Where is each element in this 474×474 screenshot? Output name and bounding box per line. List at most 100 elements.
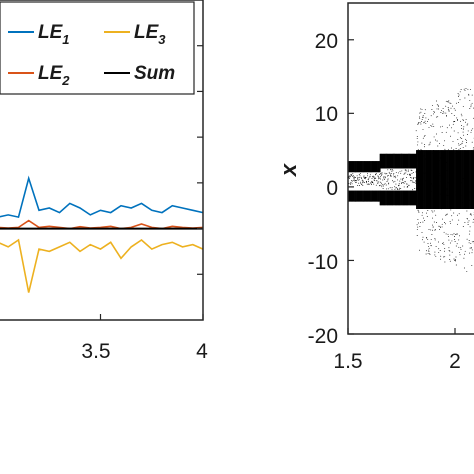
scatter-point xyxy=(349,182,351,184)
scatter-point xyxy=(453,212,455,214)
scatter-point xyxy=(471,102,473,104)
scatter-point xyxy=(352,175,354,177)
legend-le2-base: LE xyxy=(38,63,64,84)
scatter-point xyxy=(428,249,430,251)
scatter-point xyxy=(451,176,453,178)
scatter-point xyxy=(401,181,403,183)
scatter-point xyxy=(397,175,399,177)
scatter-point xyxy=(422,236,424,238)
scatter-point xyxy=(458,188,460,190)
scatter-point xyxy=(368,183,370,185)
scatter-point xyxy=(465,118,467,120)
scatter-point xyxy=(372,176,374,178)
scatter-point xyxy=(438,251,440,253)
scatter-point xyxy=(366,182,368,184)
scatter-point xyxy=(425,250,427,252)
scatter-point xyxy=(428,229,430,230)
scatter-point xyxy=(362,180,364,182)
scatter-point xyxy=(400,172,402,174)
scatter-point xyxy=(358,182,360,184)
scatter-point xyxy=(412,189,414,191)
scatter-point xyxy=(387,174,389,176)
scatter-point xyxy=(418,165,419,167)
scatter-point xyxy=(394,175,396,177)
scatter-point xyxy=(455,102,457,104)
scatter-point xyxy=(454,236,455,237)
scatter-point xyxy=(443,231,445,233)
scatter-point xyxy=(461,125,463,127)
scatter-point xyxy=(467,88,469,90)
scatter-point xyxy=(421,212,423,214)
scatter-point xyxy=(451,215,453,217)
legend-item-sum: Sum xyxy=(104,63,175,84)
scatter-point xyxy=(445,223,447,225)
scatter-point xyxy=(381,182,382,184)
scatter-point xyxy=(434,251,436,253)
scatter-point xyxy=(382,185,384,187)
scatter-point xyxy=(470,204,472,206)
series-line-le1 xyxy=(0,175,204,219)
scatter-point xyxy=(385,173,387,175)
scatter-point xyxy=(362,181,364,183)
scatter-point xyxy=(436,140,438,142)
right-x-tick-label-2: 2 xyxy=(449,350,461,373)
scatter-point xyxy=(372,181,374,183)
scatter-point xyxy=(449,259,451,261)
scatter-point xyxy=(395,183,397,185)
scatter-point xyxy=(454,109,456,111)
scatter-point xyxy=(467,221,469,223)
scatter-point xyxy=(432,224,434,226)
scatter-point xyxy=(376,180,378,182)
scatter-point xyxy=(417,219,419,221)
scatter-point xyxy=(382,179,384,181)
scatter-point xyxy=(428,144,430,146)
scatter-point xyxy=(411,179,413,181)
scatter-point xyxy=(437,116,439,118)
scatter-point xyxy=(458,251,460,253)
scatter-point xyxy=(411,170,413,171)
right-tick-marks xyxy=(347,39,456,335)
scatter-point xyxy=(428,176,430,178)
scatter-point xyxy=(372,176,374,178)
scatter-point xyxy=(449,221,451,223)
scatter-point xyxy=(366,183,368,185)
scatter-point xyxy=(444,151,446,152)
scatter-point xyxy=(458,198,460,199)
scatter-point xyxy=(440,255,442,257)
scatter-point xyxy=(381,172,383,174)
scatter-point xyxy=(456,233,458,235)
scatter-point xyxy=(463,126,465,128)
scatter-point xyxy=(467,172,469,174)
scatter-point xyxy=(437,145,439,147)
scatter-point xyxy=(377,183,379,185)
scatter-point xyxy=(444,183,446,185)
scatter-point xyxy=(351,183,353,185)
scatter-point xyxy=(433,136,435,138)
scatter-point xyxy=(465,156,467,157)
scatter-point xyxy=(422,221,424,223)
scatter-point xyxy=(454,154,456,156)
scatter-point xyxy=(417,226,419,228)
scatter-point xyxy=(411,177,413,179)
scatter-point xyxy=(425,195,427,197)
scatter-point xyxy=(431,171,433,173)
scatter-point xyxy=(448,172,450,174)
scatter-point xyxy=(447,236,449,238)
scatter-point xyxy=(359,175,361,177)
scatter-point xyxy=(399,170,401,172)
scatter-point xyxy=(469,226,471,228)
scatter-point xyxy=(448,100,450,102)
scatter-point xyxy=(380,184,382,186)
scatter-point xyxy=(464,222,466,224)
scatter-point xyxy=(448,247,450,249)
scatter-point xyxy=(446,213,448,215)
scatter-point xyxy=(394,188,396,190)
scatter-point xyxy=(470,104,472,106)
scatter-point xyxy=(361,184,363,186)
scatter-point xyxy=(367,173,368,175)
scatter-point xyxy=(416,136,418,138)
scatter-point xyxy=(436,100,438,102)
scatter-point xyxy=(363,176,365,178)
scatter-point xyxy=(458,246,460,248)
